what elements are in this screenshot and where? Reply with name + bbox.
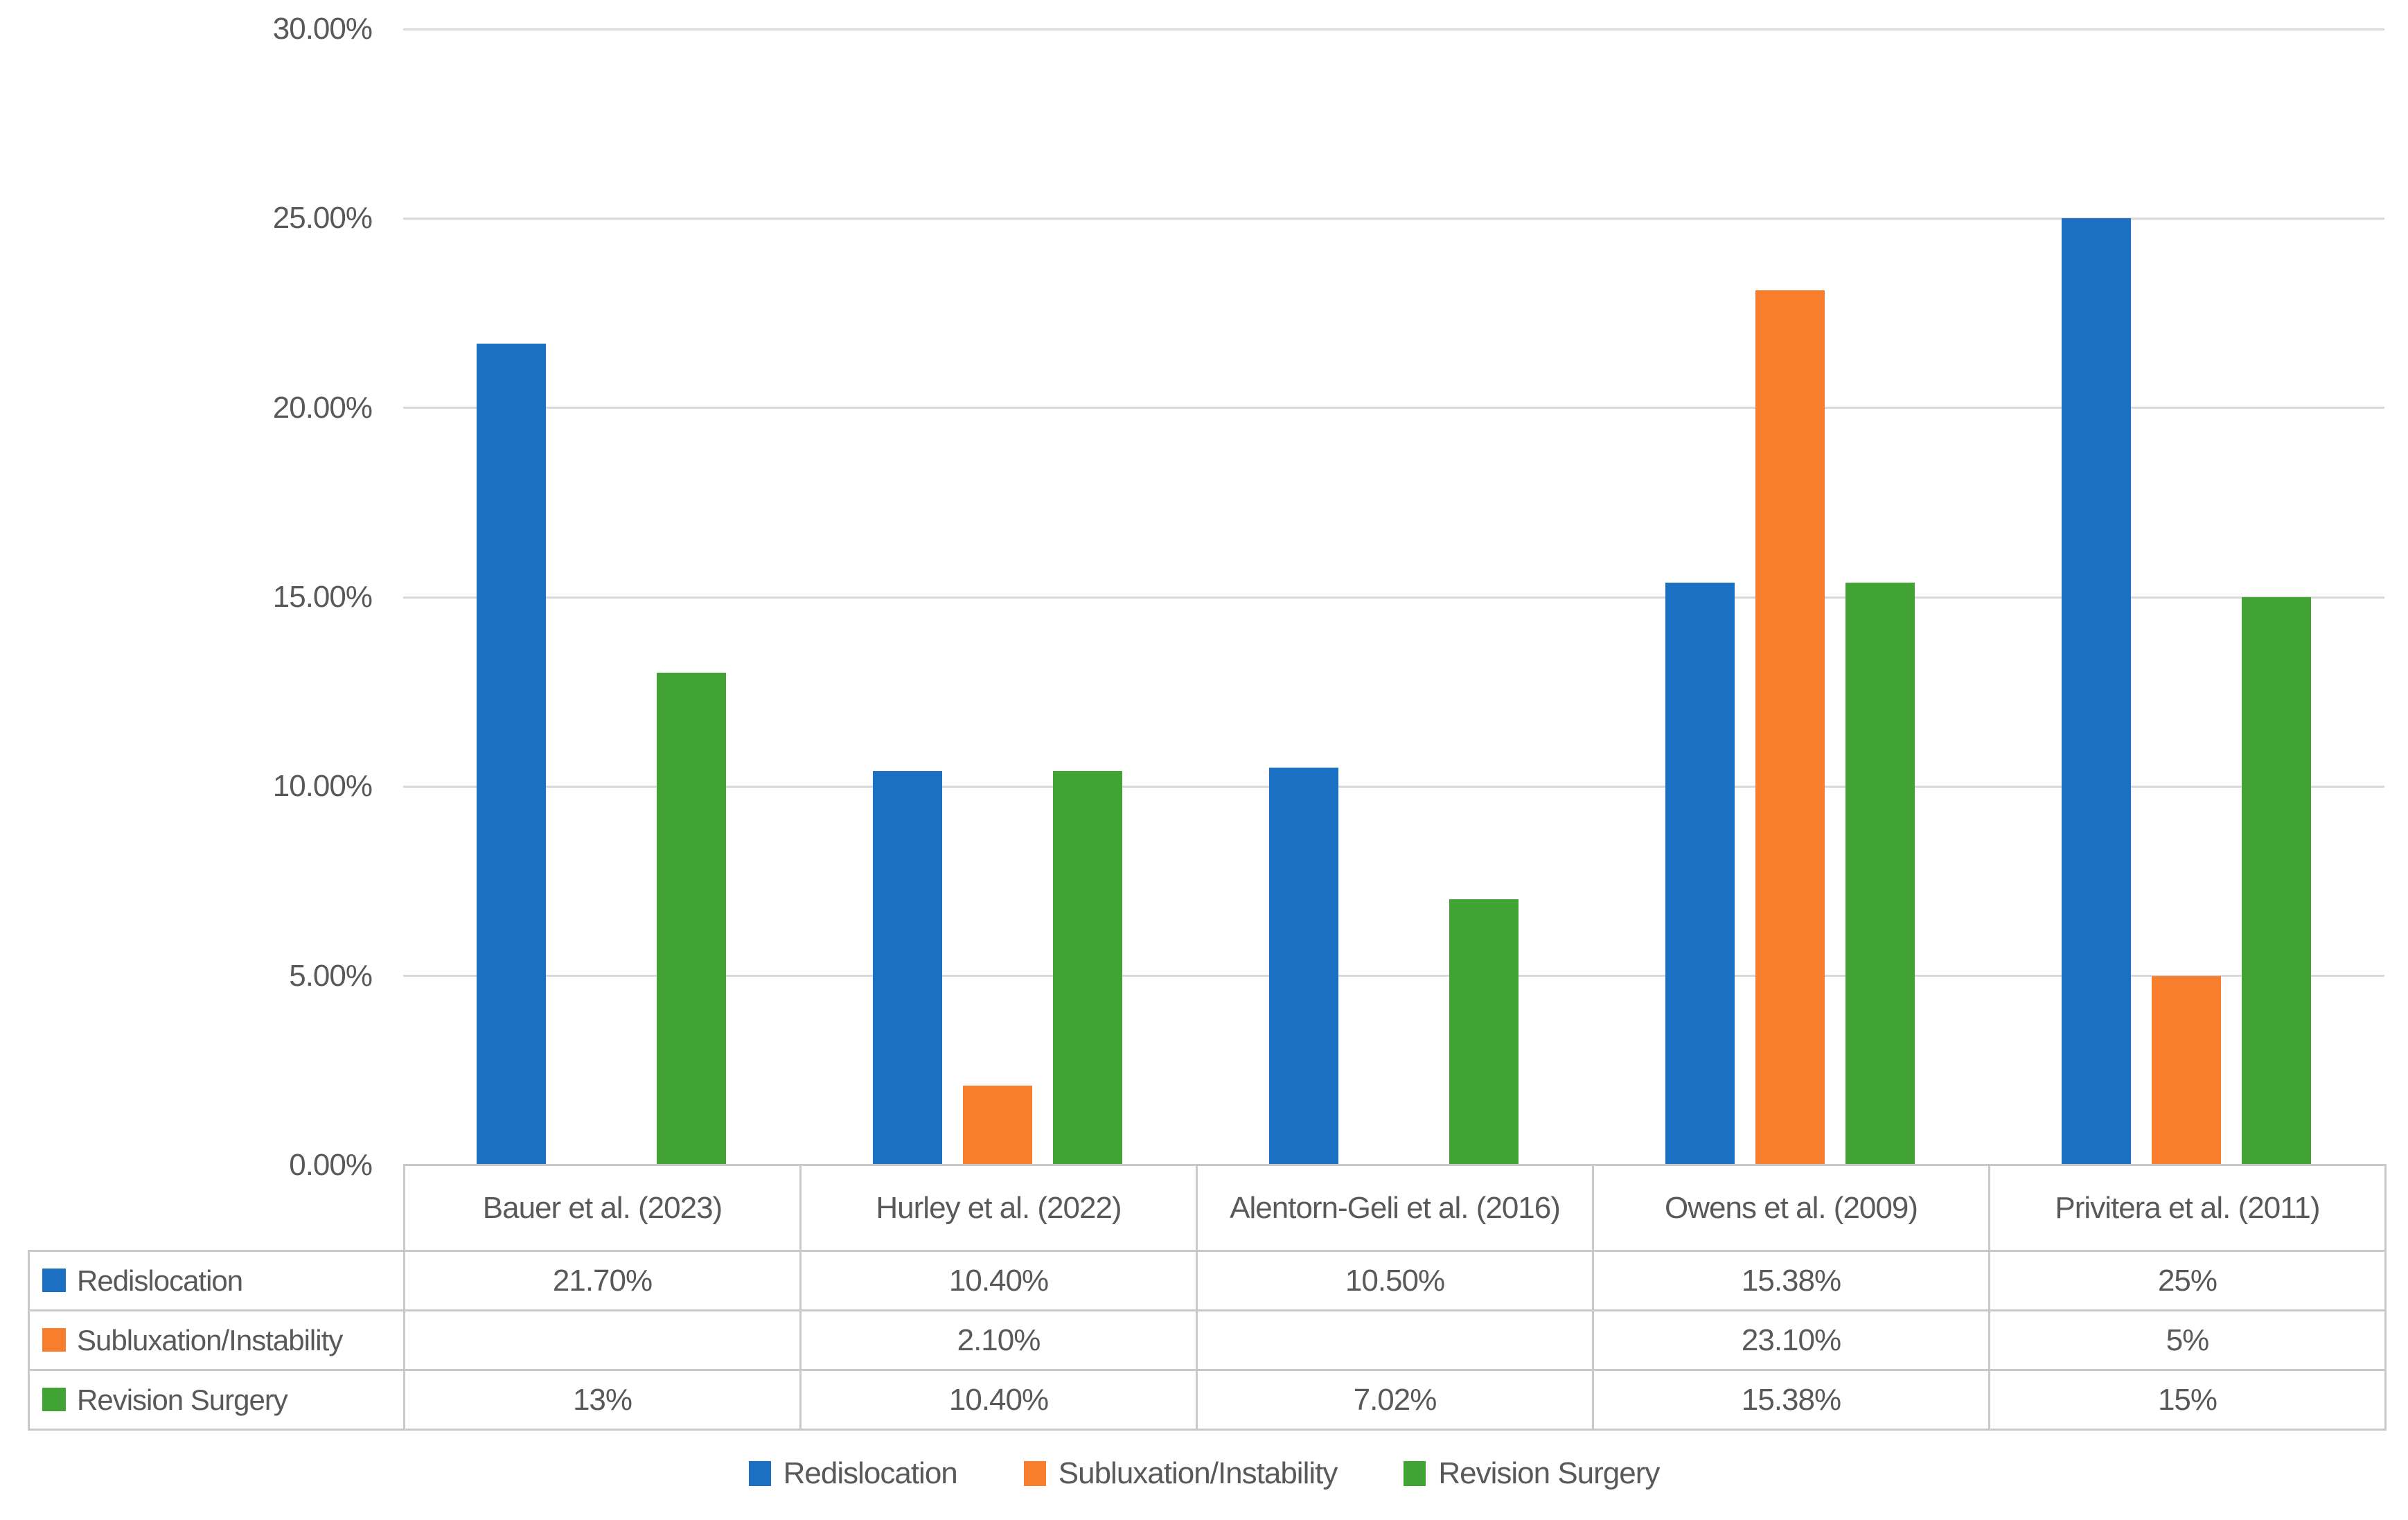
value-cell <box>403 1309 802 1371</box>
y-axis-tick-label: 30.00% <box>272 12 373 46</box>
series-key-swatch-icon <box>42 1328 66 1352</box>
table-corner-empty <box>29 1165 405 1251</box>
y-axis-tick-label: 20.00% <box>272 390 373 425</box>
value-cell: 5% <box>1988 1309 2387 1371</box>
bar-revision-surgery-cat5 <box>2242 597 2311 1165</box>
legend-item: Redislocation <box>748 1456 958 1491</box>
legend-swatch-icon <box>1404 1461 1426 1486</box>
category-header-cell: Bauer et al. (2023) <box>403 1164 802 1252</box>
bar-revision-surgery-cat2 <box>1053 771 1122 1165</box>
y-axis-tick-label: 25.00% <box>272 201 373 236</box>
value-cell: 25% <box>1988 1250 2387 1311</box>
gridline <box>403 407 2384 409</box>
bar-subluxation-instability-cat5 <box>2152 975 2221 1165</box>
gridline <box>403 28 2384 30</box>
gridline <box>403 975 2384 978</box>
category-header-cell: Privitera et al. (2011) <box>1988 1164 2387 1252</box>
value-cell: 13% <box>403 1369 802 1431</box>
y-axis-tick-label: 10.00% <box>272 769 373 804</box>
value-cell: 7.02% <box>1196 1369 1594 1431</box>
legend-label: Redislocation <box>783 1456 958 1490</box>
bar-redislocation-cat1 <box>477 343 546 1165</box>
value-cell: 10.40% <box>799 1250 1198 1311</box>
series-key-swatch-icon <box>42 1388 66 1412</box>
series-key-swatch-icon <box>42 1269 66 1293</box>
value-cell: 15.38% <box>1592 1250 1990 1311</box>
y-axis-tick-label: 5.00% <box>289 958 373 993</box>
data-table: Bauer et al. (2023) Hurley et al. (2022) A… <box>28 1164 2387 1431</box>
chart-legend: Redislocation Subluxation/Instability Revi… <box>0 1456 2408 1491</box>
legend-label: Revision Surgery <box>1438 1456 1660 1490</box>
bar-redislocation-cat5 <box>2062 218 2131 1165</box>
legend-swatch-icon <box>748 1461 771 1486</box>
legend-label: Subluxation/Instability <box>1058 1456 1338 1490</box>
bar-redislocation-cat3 <box>1269 768 1338 1165</box>
value-cell: 15.38% <box>1592 1369 1990 1431</box>
gridline <box>403 596 2384 599</box>
series-label-cell: Redislocation <box>28 1250 405 1311</box>
gridline <box>403 785 2384 788</box>
bar-redislocation-cat2 <box>873 771 942 1165</box>
value-cell: 15% <box>1988 1369 2387 1431</box>
value-cell: 10.50% <box>1196 1250 1594 1311</box>
category-header-cell: Owens et al. (2009) <box>1592 1164 1990 1252</box>
value-cell <box>1196 1309 1594 1371</box>
y-axis-tick-label: 15.00% <box>272 580 373 614</box>
bar-revision-surgery-cat4 <box>1845 583 1915 1165</box>
series-label-cell: Revision Surgery <box>28 1369 405 1431</box>
y-axis-tick-label: 0.00% <box>289 1148 373 1182</box>
table-row: Subluxation/Instability 2.10% 23.10% 5% <box>28 1309 2387 1371</box>
value-cell: 2.10% <box>799 1309 1198 1371</box>
bar-subluxation-instability-cat2 <box>963 1086 1032 1165</box>
category-header-cell: Hurley et al. (2022) <box>799 1164 1198 1252</box>
value-cell: 21.70% <box>403 1250 802 1311</box>
legend-item: Subluxation/Instability <box>1023 1456 1338 1491</box>
category-header-cell: Alentorn-Geli et al. (2016) <box>1196 1164 1594 1252</box>
table-row: Redislocation 21.70% 10.40% 10.50% 15.38% 25% <box>28 1250 2387 1311</box>
bar-subluxation-instability-cat4 <box>1755 290 1825 1165</box>
bar-redislocation-cat4 <box>1665 583 1735 1165</box>
value-cell: 23.10% <box>1592 1309 1990 1371</box>
legend-item: Revision Surgery <box>1404 1456 1660 1491</box>
bar-revision-surgery-cat1 <box>657 673 726 1165</box>
value-cell: 10.40% <box>799 1369 1198 1431</box>
table-row: Revision Surgery 13% 10.40% 7.02% 15.38% 15% <box>28 1369 2387 1431</box>
gridline <box>403 217 2384 220</box>
legend-swatch-icon <box>1023 1461 1046 1486</box>
series-label-cell: Subluxation/Instability <box>28 1309 405 1371</box>
bar-revision-surgery-cat3 <box>1449 899 1519 1165</box>
